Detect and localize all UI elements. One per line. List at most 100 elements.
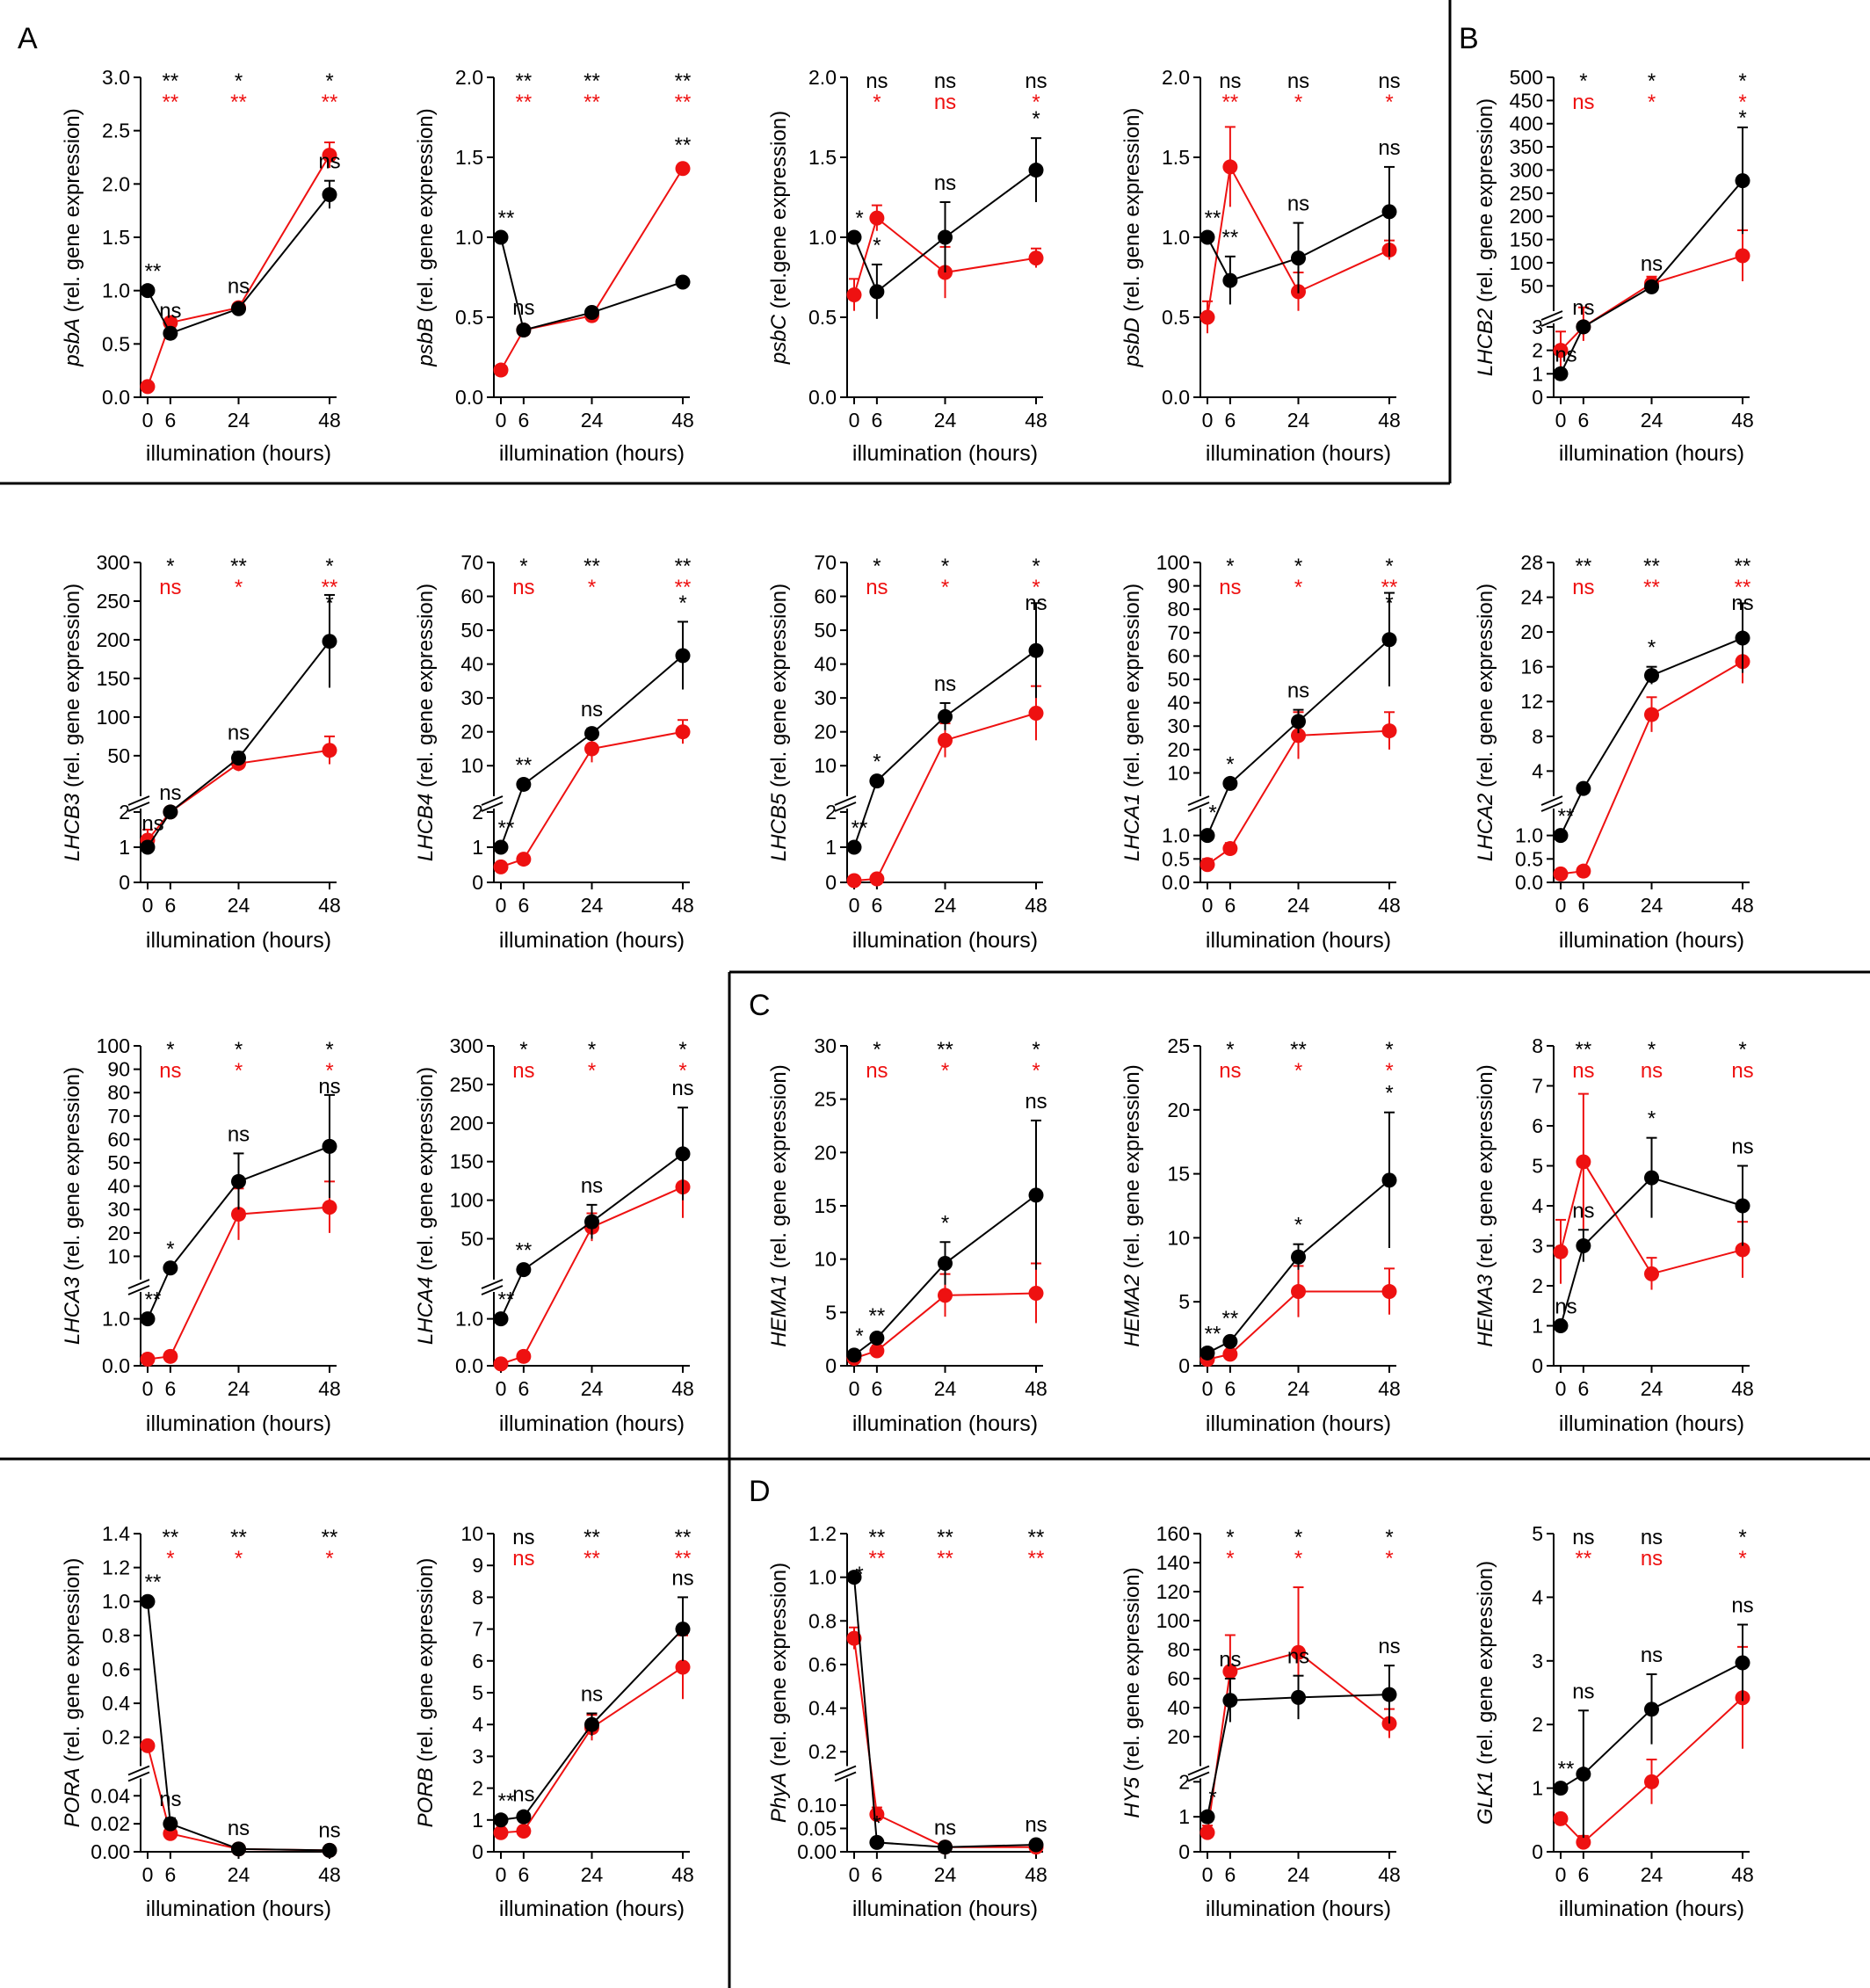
GLK1-sig-top-black: ns xyxy=(1572,1526,1594,1549)
psbB-y-label-suffix: (rel. gene expression) xyxy=(414,108,438,318)
PORA-point-black xyxy=(231,1841,246,1857)
LHCA3-line-red xyxy=(147,1206,330,1360)
LHCB3-point-red xyxy=(322,743,337,758)
psbA-sig-top-black: * xyxy=(235,69,243,93)
LHCA1-y-tick-label: 60 xyxy=(1167,644,1190,667)
LHCB5-y-tick-label: 10 xyxy=(814,754,837,777)
HEMA3-y-tick-label: 2 xyxy=(1532,1274,1543,1297)
LHCB2-y-tick-label: 1 xyxy=(1532,362,1543,385)
psbC-x-tick-label: 6 xyxy=(871,409,882,432)
HEMA1-sig-top-black: * xyxy=(1032,1038,1040,1062)
PORB-y-axis-label: PORB (rel. gene expression) xyxy=(414,1558,438,1828)
psbA-series-red xyxy=(140,141,337,395)
HEMA3-sig-point: ns xyxy=(1555,1295,1576,1319)
HEMA1-x-axis-label: illumination (hours) xyxy=(852,1411,1038,1436)
PORA-y-label-suffix: (rel. gene expression) xyxy=(61,1558,84,1768)
LHCA1-sig-top-black: * xyxy=(1226,555,1234,578)
psbA-gene-name: psbA xyxy=(61,318,84,367)
PhyA-y-tick-label: 1.2 xyxy=(808,1522,837,1545)
PhyA-y-tick-label: 0.8 xyxy=(808,1609,837,1632)
GLK1-gene-name: GLK1 xyxy=(1474,1771,1497,1825)
HEMA1-line-black xyxy=(853,1194,1037,1356)
psbB-point-black xyxy=(493,229,509,245)
LHCA2-point-black xyxy=(1735,630,1750,646)
PORA-sig-top-red: * xyxy=(166,1547,174,1571)
GLK1-point-black xyxy=(1553,1781,1569,1796)
HEMA2-y-tick-label: 20 xyxy=(1167,1099,1190,1121)
LHCA4-point-black xyxy=(516,1262,532,1278)
LHCA3-point-black xyxy=(231,1173,246,1189)
PORB-point-black xyxy=(584,1716,599,1732)
HY5-point-red xyxy=(1291,1644,1306,1660)
PORA-sig-point: ns xyxy=(318,1819,340,1843)
LHCA4-y-tick-label: 50 xyxy=(460,1227,483,1250)
psbA-y-tick-label: 1.0 xyxy=(102,279,130,302)
LHCB3-y-label-suffix: (rel. gene expression) xyxy=(61,584,84,794)
HEMA3-gene-name: HEMA3 xyxy=(1474,1273,1497,1346)
LHCB4-x-tick-label: 0 xyxy=(496,894,507,917)
LHCA3-y-tick-label: 1.0 xyxy=(102,1308,130,1331)
psbC-y-tick-label: 0.0 xyxy=(808,386,837,409)
HY5-y-label-suffix: (rel. gene expression) xyxy=(1120,1567,1144,1777)
GLK1-sig-point: ** xyxy=(1558,1758,1575,1781)
HEMA2-gene-name: HEMA2 xyxy=(1120,1274,1144,1347)
HEMA2-sig-point: * xyxy=(1385,1082,1393,1106)
LHCA1-point-black xyxy=(1200,828,1215,844)
PhyA-sig-top-black: ** xyxy=(1028,1526,1045,1549)
HEMA3-point-black xyxy=(1553,1318,1569,1333)
LHCB2-x-tick-label: 48 xyxy=(1731,409,1754,432)
HY5-point-red xyxy=(1200,1825,1215,1840)
HY5-x-tick-label: 0 xyxy=(1202,1863,1214,1886)
PORA-sig-top-black: ** xyxy=(322,1526,338,1549)
LHCA4-axis-break xyxy=(481,1279,504,1295)
PhyA-sig-top-red: ** xyxy=(1028,1547,1045,1571)
LHCB3-x-tick-label: 6 xyxy=(164,894,176,917)
PORB-sig-point: ns xyxy=(671,1566,693,1590)
LHCA4-sig-top-red: * xyxy=(588,1059,596,1083)
psbC-point-black xyxy=(1028,163,1044,178)
PORA-series-black xyxy=(140,1593,337,1858)
HEMA3-sig-top-black: ** xyxy=(1576,1038,1592,1062)
PhyA-sig-point: * xyxy=(873,1811,881,1835)
HEMA1-y-axis-label: HEMA1 (rel. gene expression) xyxy=(767,1064,791,1346)
PORB-y-label-suffix: (rel. gene expression) xyxy=(414,1558,438,1768)
LHCB4-series-black xyxy=(493,620,691,855)
psbD-sig-top-black: ns xyxy=(1219,69,1241,93)
PORB-sig-top-red: ns xyxy=(512,1547,534,1571)
LHCB5-y-tick-label: 2 xyxy=(825,801,837,823)
LHCB2-x-tick-label: 6 xyxy=(1577,409,1589,432)
HEMA2-x-tick-label: 24 xyxy=(1287,1377,1310,1400)
LHCA2-x-tick-label: 24 xyxy=(1641,894,1663,917)
PORB-sig-top-black: ** xyxy=(675,1526,692,1549)
LHCA3-y-tick-label: 0.0 xyxy=(102,1354,130,1377)
LHCA2-y-tick-label: 12 xyxy=(1520,690,1543,713)
LHCA3-y-tick-label: 60 xyxy=(107,1128,130,1150)
LHCA3-y-label-suffix: (rel. gene expression) xyxy=(61,1067,84,1277)
HEMA3-sig-top-red: ns xyxy=(1731,1059,1753,1083)
PORB-series-red xyxy=(493,1634,691,1840)
LHCA4-y-tick-label: 1.0 xyxy=(455,1308,483,1331)
HY5-y-tick-label: 60 xyxy=(1167,1667,1190,1690)
psbA-sig-point: ns xyxy=(159,300,181,323)
LHCA4-point-red xyxy=(493,1356,509,1372)
psbD-sig-point: ** xyxy=(1205,207,1221,230)
LHCA1-x-tick-label: 0 xyxy=(1202,894,1214,917)
LHCA2-sig-point: * xyxy=(1648,636,1656,660)
LHCB3-point-black xyxy=(231,751,246,766)
LHCB5-point-red xyxy=(1028,706,1044,722)
LHCB5-point-black xyxy=(938,708,953,724)
LHCA1-y-tick-label: 1.0 xyxy=(1162,824,1190,847)
HY5-axis-break-slash xyxy=(1187,1771,1210,1782)
psbD-y-label-suffix: (rel. gene expression) xyxy=(1120,108,1144,318)
chart-psbD: 0.0 0.5 1.0 1.5 2.0 0 6 24 48 illumination (hours… xyxy=(1120,66,1401,466)
LHCB5-sig-top-red: ns xyxy=(866,576,888,599)
psbC-x-tick-label: 0 xyxy=(849,409,860,432)
HEMA2-sig-point: ** xyxy=(1222,1307,1239,1331)
LHCA1-point-black xyxy=(1381,632,1397,648)
HY5-y-tick-label: 140 xyxy=(1156,1551,1190,1574)
psbD-y-tick-label: 1.5 xyxy=(1162,146,1190,169)
LHCB4-point-red xyxy=(493,859,509,874)
LHCB2-y-tick-label: 250 xyxy=(1510,182,1543,205)
